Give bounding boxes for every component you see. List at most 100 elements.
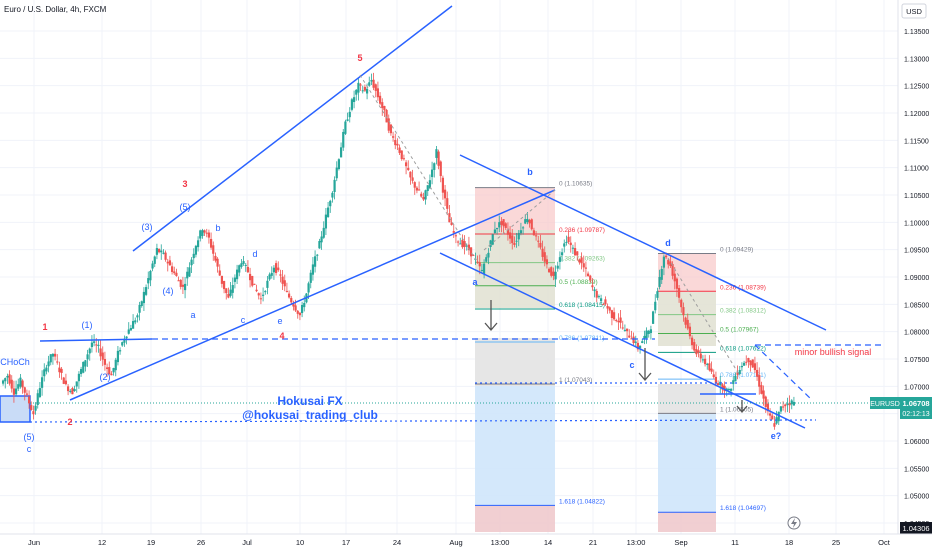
blue-label-p2: (2) <box>100 372 111 382</box>
price-tag-bg <box>900 397 932 419</box>
candle-body <box>563 243 566 247</box>
blue-label-p1: (1) <box>82 320 93 330</box>
candle-body <box>541 248 544 257</box>
candle-body <box>108 367 111 375</box>
candle-body <box>695 349 698 355</box>
blue-label-c2: c <box>629 360 634 370</box>
candle-body <box>385 109 388 123</box>
candle-body <box>64 380 68 385</box>
candle-body <box>781 406 785 408</box>
time-tick-label: Oct <box>878 538 891 547</box>
candle-body <box>435 149 438 158</box>
candle-body <box>411 177 414 181</box>
candle-body <box>60 368 63 373</box>
candle-body <box>396 143 399 146</box>
choch-label: CHoCh <box>0 357 30 367</box>
candle-body <box>27 396 31 404</box>
candle-body <box>352 97 356 103</box>
candle-body <box>773 423 776 427</box>
time-tick-label: 24 <box>393 538 401 547</box>
candle-body <box>688 326 692 337</box>
candle-body <box>508 232 512 239</box>
candle-body <box>264 291 267 293</box>
candle-body <box>389 124 393 134</box>
candle-body <box>489 240 492 248</box>
candle-body <box>322 227 325 238</box>
candle-body <box>740 365 744 368</box>
candle-body <box>604 299 607 305</box>
fib2-red-bottom <box>658 512 716 532</box>
price-tick-label: 1.09000 <box>904 275 929 282</box>
candle-body <box>677 287 681 298</box>
candle-body <box>112 368 115 373</box>
time-tick-label: 13:00 <box>491 538 510 547</box>
candle-body <box>404 162 408 167</box>
candle-body <box>175 272 178 276</box>
candle-body <box>690 337 694 346</box>
candle-body <box>190 259 193 266</box>
time-tick-label: 19 <box>147 538 155 547</box>
fib-level-label: 1 (1.06505) <box>720 406 753 413</box>
price-axis[interactable]: USD 1.135001.130001.125001.120001.115001… <box>870 0 932 550</box>
lightning-icon[interactable] <box>787 516 801 530</box>
blue-label-c1: c <box>241 315 246 325</box>
candle-body <box>745 361 748 363</box>
watermark-line2: @hokusai_trading_club <box>242 408 378 422</box>
candle-body <box>51 353 55 357</box>
candle-body <box>173 271 176 274</box>
fib-level-label: 0.236 (1.08739) <box>720 284 766 291</box>
candle-body <box>545 259 549 265</box>
fib2-green-band <box>658 292 716 346</box>
candle-body <box>142 291 146 304</box>
time-tick-label: 17 <box>342 538 350 547</box>
time-tick-label: 12 <box>98 538 106 547</box>
candle-body <box>259 298 263 300</box>
candle-body <box>560 252 564 256</box>
fib1-green-band <box>475 230 555 308</box>
candle-body <box>530 219 533 230</box>
time-axis[interactable]: Jun 12 19 26 Jul 10 17 24 Aug 13:00 14 21 13:00 Sep 11… <box>0 533 932 547</box>
candle-body <box>443 189 447 199</box>
candle-body <box>469 247 473 257</box>
candle-body <box>498 222 501 228</box>
candle-body <box>714 376 718 384</box>
candle-body <box>84 360 87 367</box>
candle-body <box>71 388 74 395</box>
candle-body <box>370 80 373 82</box>
candle-body <box>8 374 11 384</box>
candle-body <box>636 342 640 350</box>
fib-level-label: 0.236 (1.09787) <box>559 227 605 234</box>
candle-body <box>121 342 124 346</box>
candle-body <box>294 305 297 311</box>
fib-lines: 0 (1.10635)0.236 (1.09787)0.382 (1.09263… <box>475 181 766 513</box>
blue-label-p4: (4) <box>163 286 174 296</box>
candle-body <box>136 315 139 318</box>
candle-body <box>229 289 232 296</box>
candle-body <box>283 280 286 287</box>
candle-body <box>576 251 579 256</box>
candle-body <box>216 258 219 267</box>
candle-body <box>779 406 783 412</box>
candle-body <box>511 235 514 244</box>
candle-body <box>285 290 289 292</box>
down-arrow-3 <box>736 400 748 414</box>
candle-body <box>430 169 434 178</box>
price-tick-label: 1.05000 <box>904 494 929 501</box>
candle-body <box>612 312 616 320</box>
candle-body <box>634 341 637 343</box>
price-tick-label: 1.13000 <box>904 56 929 63</box>
red-label-1: 1 <box>42 322 47 332</box>
candle-body <box>487 252 490 258</box>
candle-body <box>413 182 416 188</box>
candle-body <box>597 296 601 298</box>
candle-body <box>521 227 525 229</box>
candle-body <box>227 293 230 298</box>
price-tag: 1.06708 <box>902 399 929 408</box>
candle-body <box>58 367 61 373</box>
candle-body <box>619 317 622 323</box>
candle-body <box>77 373 81 382</box>
candle-body <box>539 242 542 248</box>
choch-box <box>0 395 31 423</box>
candle-body <box>257 293 260 296</box>
